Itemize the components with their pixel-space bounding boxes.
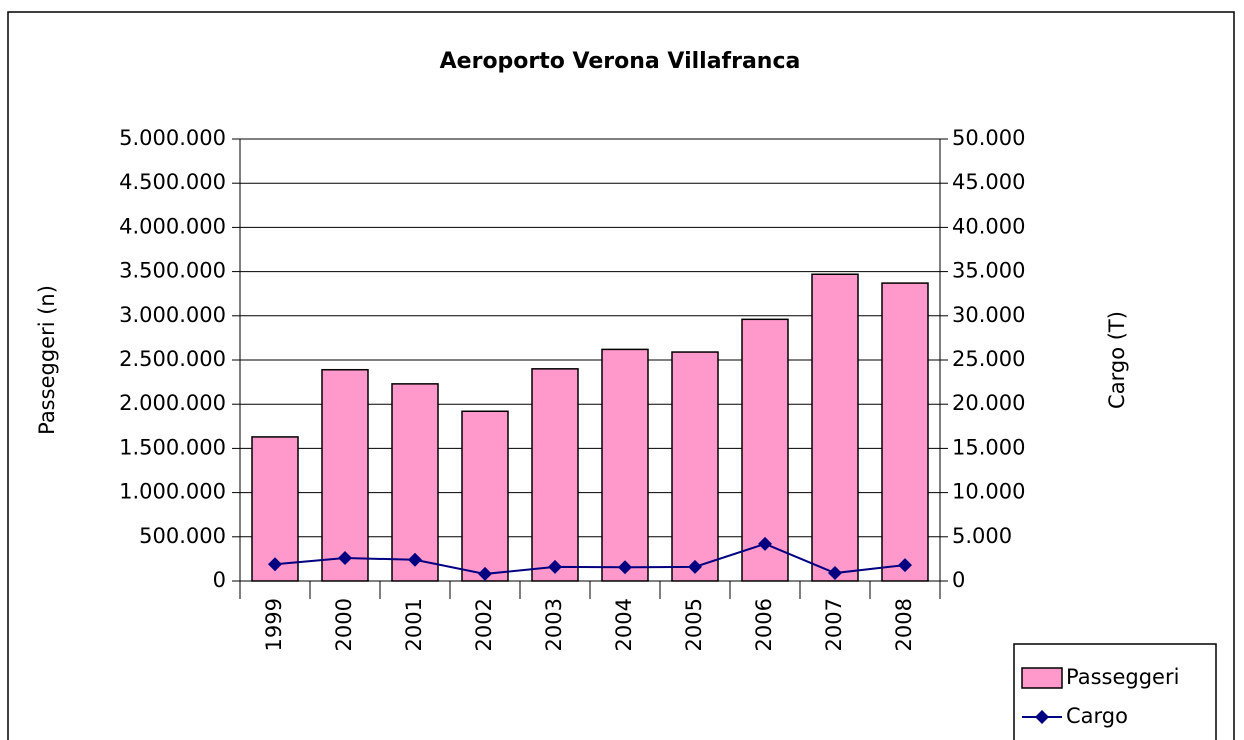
x-tick-label: 2002 <box>472 598 496 651</box>
y-tick-label: 0 <box>213 568 226 592</box>
y-tick-label: 3.000.000 <box>119 303 226 327</box>
y-tick-label: 4.000.000 <box>119 214 226 238</box>
chart-title: Aeroporto Verona Villafranca <box>440 49 801 74</box>
x-tick-label: 2005 <box>682 598 706 651</box>
marker <box>618 560 632 575</box>
bar <box>251 436 299 582</box>
y-axis-title: Passeggeri (n) <box>35 285 59 435</box>
marker <box>408 552 422 567</box>
x-tick-label: 2000 <box>332 598 356 651</box>
y2-axis-title: Cargo (T) <box>1105 311 1129 409</box>
y-tick-label: 2.500.000 <box>119 347 226 371</box>
legend-box <box>1013 643 1217 740</box>
y-tick-label: 500.000 <box>139 524 226 548</box>
legend-label: Cargo <box>1066 704 1128 728</box>
marker <box>268 557 282 572</box>
x-tick-label: 2004 <box>612 598 636 651</box>
x-tick-label: 1999 <box>262 598 286 651</box>
y2-tick-label: 50.000 <box>952 126 1025 150</box>
bar <box>321 368 369 582</box>
y-tick-label: 3.500.000 <box>119 259 226 283</box>
legend-label: Passeggeri <box>1066 665 1179 689</box>
bar <box>881 282 929 582</box>
y2-tick-label: 0 <box>952 568 965 592</box>
bar <box>531 368 579 582</box>
y2-tick-label: 25.000 <box>952 347 1025 371</box>
x-tick-label: 2008 <box>892 598 916 651</box>
marker <box>338 551 352 566</box>
y2-tick-label: 35.000 <box>952 259 1025 283</box>
y2-tick-label: 20.000 <box>952 391 1025 415</box>
marker <box>828 566 842 581</box>
y-tick-label: 1.000.000 <box>119 480 226 504</box>
marker <box>548 559 562 574</box>
y2-tick-label: 10.000 <box>952 480 1025 504</box>
y2-tick-label: 40.000 <box>952 214 1025 238</box>
legend-swatch <box>1021 667 1063 689</box>
line <box>274 542 906 575</box>
y2-tick-label: 15.000 <box>952 435 1025 459</box>
x-tick-label: 2006 <box>752 598 776 651</box>
y-tick-label: 1.500.000 <box>119 435 226 459</box>
bar <box>671 351 719 582</box>
x-tick-label: 2007 <box>822 598 846 651</box>
marker <box>478 566 492 581</box>
bar <box>391 383 439 582</box>
y-tick-label: 2.000.000 <box>119 391 226 415</box>
y2-tick-label: 5.000 <box>952 524 1012 548</box>
marker <box>758 536 772 551</box>
y-tick-label: 4.500.000 <box>119 170 226 194</box>
bar <box>811 273 859 582</box>
x-tick-label: 2001 <box>402 598 426 651</box>
legend-marker <box>1035 710 1049 724</box>
bar <box>601 348 649 582</box>
marker <box>688 559 702 574</box>
bar <box>461 410 509 582</box>
marker <box>898 558 912 573</box>
y-tick-label: 5.000.000 <box>119 126 226 150</box>
y2-tick-label: 30.000 <box>952 303 1025 327</box>
y2-tick-label: 45.000 <box>952 170 1025 194</box>
x-tick-label: 2003 <box>542 598 566 651</box>
